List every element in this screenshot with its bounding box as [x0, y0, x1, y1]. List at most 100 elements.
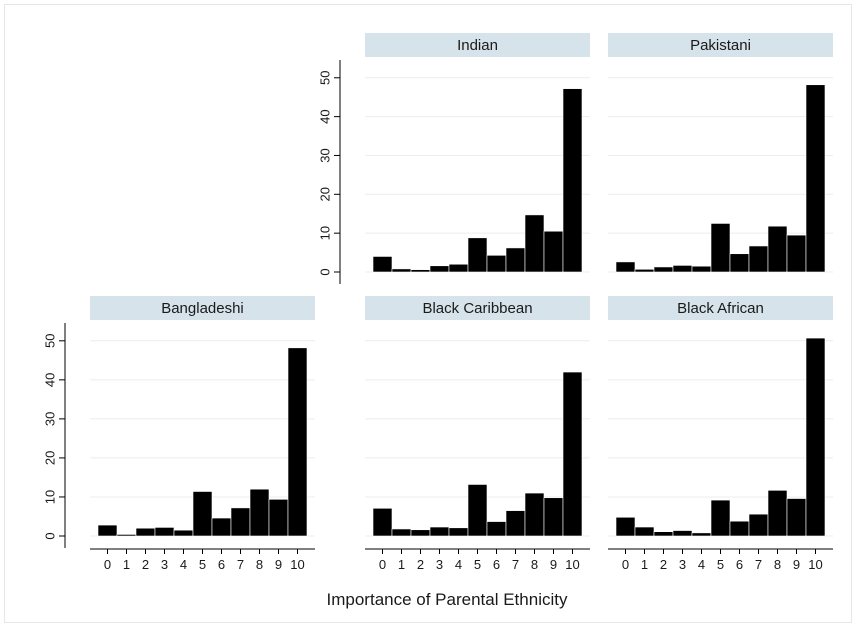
x-tick-label-black-caribbean-3: 3 — [436, 557, 443, 572]
bar-pakistani-10 — [805, 84, 826, 273]
x-tick-label-bangladeshi-1: 1 — [123, 557, 130, 572]
bar-black-caribbean-2 — [410, 529, 431, 537]
bar-black-caribbean-4 — [448, 527, 469, 537]
y-tick-label-bangladeshi-40: 40 — [43, 373, 58, 387]
bar-pakistani-5 — [710, 223, 731, 273]
x-tick-label-black-caribbean-9: 9 — [550, 557, 557, 572]
panel-strip-indian — [365, 33, 590, 57]
x-tick-label-bangladeshi-7: 7 — [237, 557, 244, 572]
panel-title-black-caribbean: Black Caribbean — [422, 300, 532, 317]
bar-black-caribbean-6 — [486, 521, 507, 537]
panel-title-indian: Indian — [457, 37, 498, 54]
x-axis-title: Importance of Parental Ethnicity — [327, 590, 568, 609]
bar-bangladeshi-3 — [154, 527, 175, 537]
bar-pakistani-6 — [729, 253, 750, 273]
x-tick-label-black-caribbean-5: 5 — [474, 557, 481, 572]
y-tick-label-indian-10: 10 — [318, 226, 333, 240]
x-tick-label-black-african-10: 10 — [808, 557, 822, 572]
x-tick-label-black-african-7: 7 — [755, 557, 762, 572]
x-tick-label-black-african-5: 5 — [717, 557, 724, 572]
bar-indian-4 — [448, 263, 469, 273]
x-tick-label-black-caribbean-1: 1 — [398, 557, 405, 572]
x-tick-label-bangladeshi-3: 3 — [161, 557, 168, 572]
bar-black-caribbean-1 — [391, 528, 412, 537]
bar-indian-5 — [467, 237, 488, 273]
bar-black-caribbean-0 — [372, 507, 393, 537]
x-tick-label-bangladeshi-10: 10 — [290, 557, 304, 572]
bar-bangladeshi-6 — [211, 517, 232, 537]
bar-indian-1 — [391, 268, 412, 273]
panel-strip-bangladeshi — [90, 296, 315, 320]
y-tick-label-indian-50: 50 — [318, 71, 333, 85]
x-tick-label-bangladeshi-0: 0 — [104, 557, 111, 572]
x-tick-label-black-caribbean-6: 6 — [493, 557, 500, 572]
x-tick-label-black-african-9: 9 — [793, 557, 800, 572]
bar-black-caribbean-7 — [505, 510, 526, 537]
bar-pakistani-4 — [691, 265, 712, 273]
x-tick-label-bangladeshi-5: 5 — [199, 557, 206, 572]
bar-black-caribbean-8 — [524, 492, 545, 537]
x-tick-label-black-african-8: 8 — [774, 557, 781, 572]
bar-bangladeshi-5 — [192, 491, 213, 537]
y-tick-label-indian-30: 30 — [318, 148, 333, 162]
bar-black-african-0 — [615, 516, 636, 537]
bar-black-african-8 — [767, 490, 788, 537]
x-tick-label-bangladeshi-9: 9 — [275, 557, 282, 572]
bar-bangladeshi-10 — [287, 347, 308, 537]
bar-pakistani-1 — [634, 268, 655, 273]
bar-indian-7 — [505, 247, 526, 273]
x-tick-label-black-african-3: 3 — [679, 557, 686, 572]
bar-pakistani-7 — [748, 245, 769, 273]
bar-indian-6 — [486, 254, 507, 273]
bar-black-african-2 — [653, 531, 674, 537]
x-tick-label-black-african-2: 2 — [660, 557, 667, 572]
x-tick-label-black-caribbean-10: 10 — [565, 557, 579, 572]
y-tick-label-bangladeshi-0: 0 — [43, 532, 58, 539]
bar-black-african-4 — [691, 532, 712, 537]
bar-black-african-7 — [748, 513, 769, 537]
bar-black-caribbean-10 — [562, 371, 583, 537]
panel-strip-pakistani — [608, 33, 833, 57]
bar-bangladeshi-0 — [97, 524, 118, 537]
y-tick-label-indian-40: 40 — [318, 109, 333, 123]
x-tick-label-black-caribbean-0: 0 — [379, 557, 386, 572]
y-tick-label-indian-20: 20 — [318, 187, 333, 201]
bar-bangladeshi-4 — [173, 529, 194, 537]
bar-black-african-10 — [805, 337, 826, 537]
bar-indian-9 — [543, 230, 564, 273]
x-tick-label-bangladeshi-2: 2 — [142, 557, 149, 572]
bar-black-african-1 — [634, 526, 655, 537]
bar-indian-0 — [372, 256, 393, 273]
panel-strip-black-caribbean — [365, 296, 590, 320]
y-tick-label-bangladeshi-50: 50 — [43, 334, 58, 348]
x-tick-label-black-caribbean-2: 2 — [417, 557, 424, 572]
y-tick-label-indian-0: 0 — [318, 268, 333, 275]
panel-strip-black-african — [608, 296, 833, 320]
bar-black-african-6 — [729, 520, 750, 537]
bar-bangladeshi-1 — [116, 534, 137, 537]
bar-indian-10 — [562, 88, 583, 273]
bar-bangladeshi-8 — [249, 488, 270, 537]
bar-black-african-9 — [786, 498, 807, 537]
bar-black-african-5 — [710, 499, 731, 537]
bar-bangladeshi-2 — [135, 527, 156, 537]
bar-pakistani-3 — [672, 265, 693, 273]
y-tick-label-bangladeshi-10: 10 — [43, 490, 58, 504]
x-tick-label-bangladeshi-4: 4 — [180, 557, 187, 572]
x-tick-label-black-african-6: 6 — [736, 557, 743, 572]
bar-black-african-3 — [672, 530, 693, 537]
x-tick-label-black-african-1: 1 — [641, 557, 648, 572]
bar-bangladeshi-7 — [230, 507, 251, 537]
y-tick-label-bangladeshi-30: 30 — [43, 412, 58, 426]
panel-title-pakistani: Pakistani — [690, 37, 751, 54]
bar-pakistani-0 — [615, 261, 636, 273]
bar-black-caribbean-9 — [543, 497, 564, 537]
x-tick-label-bangladeshi-8: 8 — [256, 557, 263, 572]
panel-title-black-african: Black African — [677, 300, 764, 317]
x-tick-label-bangladeshi-6: 6 — [218, 557, 225, 572]
bar-bangladeshi-9 — [268, 499, 289, 537]
bar-black-caribbean-5 — [467, 484, 488, 537]
bar-pakistani-9 — [786, 234, 807, 273]
bar-indian-8 — [524, 214, 545, 273]
